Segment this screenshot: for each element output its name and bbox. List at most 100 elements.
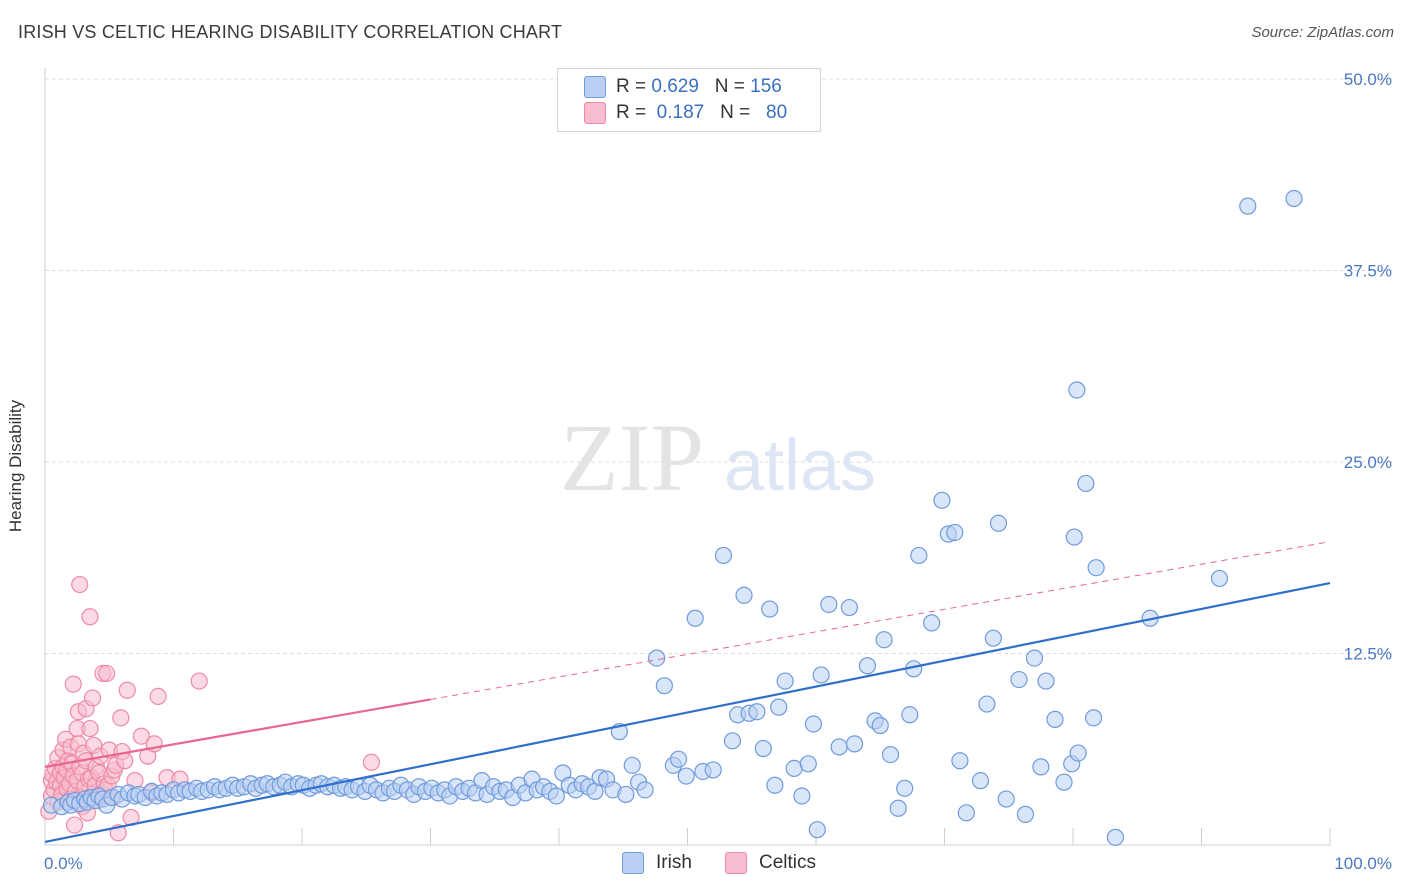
irish-point xyxy=(1087,559,1105,577)
irish-point xyxy=(957,804,975,822)
irish-point xyxy=(923,614,941,632)
irish-point xyxy=(1037,672,1055,690)
irish-point xyxy=(840,598,859,617)
irish-point xyxy=(1055,773,1073,791)
irish-point xyxy=(858,657,877,675)
irish-point xyxy=(820,595,838,614)
watermark: ZIP atlas xyxy=(560,404,876,511)
irish-point xyxy=(714,546,733,565)
celtics-point xyxy=(81,608,99,626)
irish-point xyxy=(1046,710,1064,728)
irish-point xyxy=(636,781,654,799)
irish-point xyxy=(997,790,1015,808)
irish-point xyxy=(761,600,779,618)
celtics-point xyxy=(98,664,116,683)
irish-point xyxy=(1068,381,1086,399)
celtics-point xyxy=(190,672,208,690)
x-tick-labels: 0.0% 100.0% xyxy=(44,854,1392,873)
irish-point xyxy=(1239,197,1257,215)
irish-point xyxy=(896,779,914,797)
irish-point xyxy=(748,703,766,721)
bottom-legend-swatch-celtics xyxy=(725,852,747,874)
irish-point xyxy=(1010,670,1028,689)
irish-point xyxy=(1210,569,1229,588)
legend-celtics-n: 80 xyxy=(766,102,788,123)
irish-trend-line xyxy=(44,581,1331,844)
irish-point xyxy=(1065,528,1083,546)
irish-point xyxy=(830,738,848,756)
irish-point xyxy=(623,756,641,774)
legend-irish-n: 156 xyxy=(750,76,782,97)
irish-point xyxy=(723,732,742,750)
celtics-trend-line xyxy=(44,698,431,768)
bottom-legend-irish-label: Irish xyxy=(656,852,692,873)
celtics-point xyxy=(149,687,167,705)
y-tick-label: 37.5% xyxy=(1344,262,1392,281)
legend-celtics-r-label: R = xyxy=(616,102,647,123)
celtics-point xyxy=(112,709,130,727)
source-label: Source: ZipAtlas.com xyxy=(1251,24,1394,41)
irish-point xyxy=(875,631,893,649)
irish-point xyxy=(808,821,826,839)
bottom-legend-celtics: Celtics xyxy=(725,852,816,874)
irish-point xyxy=(1069,744,1087,762)
celtics-trend-line xyxy=(430,541,1331,700)
irish-point xyxy=(989,514,1008,532)
celtics-point xyxy=(81,719,99,738)
irish-point xyxy=(845,735,864,753)
irish-point xyxy=(547,787,566,805)
irish-point xyxy=(889,799,907,817)
irish-point xyxy=(776,672,794,690)
celtics-point xyxy=(362,753,380,771)
irish-point xyxy=(793,787,811,805)
irish-point xyxy=(754,739,772,758)
legend-swatch-celtics xyxy=(584,102,606,124)
irish-point xyxy=(617,785,635,804)
legend-swatch-irish xyxy=(584,76,606,98)
x-tick-label: 0.0% xyxy=(44,854,83,873)
irish-point xyxy=(1106,828,1125,846)
irish-point xyxy=(901,706,919,724)
legend-irish-n-label: N = xyxy=(714,76,745,97)
irish-point xyxy=(946,523,964,542)
y-tick-label: 50.0% xyxy=(1344,70,1392,89)
legend-row-irish: R = 0.629 N = 156 xyxy=(584,75,782,99)
irish-point xyxy=(1025,649,1044,667)
chart-title: IRISH VS CELTIC HEARING DISABILITY CORRE… xyxy=(18,22,563,42)
celtics-point xyxy=(118,681,136,699)
y-tick-label: 12.5% xyxy=(1344,645,1392,664)
celtics-point xyxy=(65,816,84,834)
y-tick-label: 25.0% xyxy=(1344,453,1392,472)
irish-point xyxy=(984,629,1002,647)
legend-celtics-n-label: N = xyxy=(720,102,751,123)
irish-point xyxy=(1032,758,1050,776)
celtics-point xyxy=(132,727,150,745)
irish-point xyxy=(799,755,817,773)
legend-irish-r-label: R = xyxy=(616,76,647,97)
bottom-legend-celtics-label: Celtics xyxy=(759,852,817,873)
irish-point xyxy=(704,761,722,779)
trend-lines xyxy=(44,541,1331,844)
irish-point xyxy=(766,776,784,794)
legend: R = 0.629 N = 156 R = 0.187 N = 80 xyxy=(557,68,821,132)
celtics-point xyxy=(83,689,102,707)
irish-point xyxy=(677,767,695,785)
legend-celtics-r: 0.187 xyxy=(656,102,705,123)
irish-point xyxy=(1016,805,1035,823)
y-tick-labels: 12.5% 25.0% 37.5% 50.0% xyxy=(1344,70,1392,664)
bottom-legend-irish: Irish xyxy=(622,852,692,874)
irish-point xyxy=(655,677,673,695)
irish-point xyxy=(648,649,666,667)
bottom-legend-swatch-irish xyxy=(622,852,644,874)
irish-point xyxy=(951,752,969,770)
irish-point xyxy=(1285,189,1303,208)
grid-lines xyxy=(45,78,1392,654)
x-tick-label: 100.0% xyxy=(1334,854,1392,873)
irish-point xyxy=(910,546,928,565)
irish-point xyxy=(881,746,900,764)
irish-points xyxy=(42,189,1303,846)
irish-point xyxy=(770,698,788,716)
irish-point xyxy=(971,772,990,790)
watermark-zip: ZIP xyxy=(560,404,704,511)
